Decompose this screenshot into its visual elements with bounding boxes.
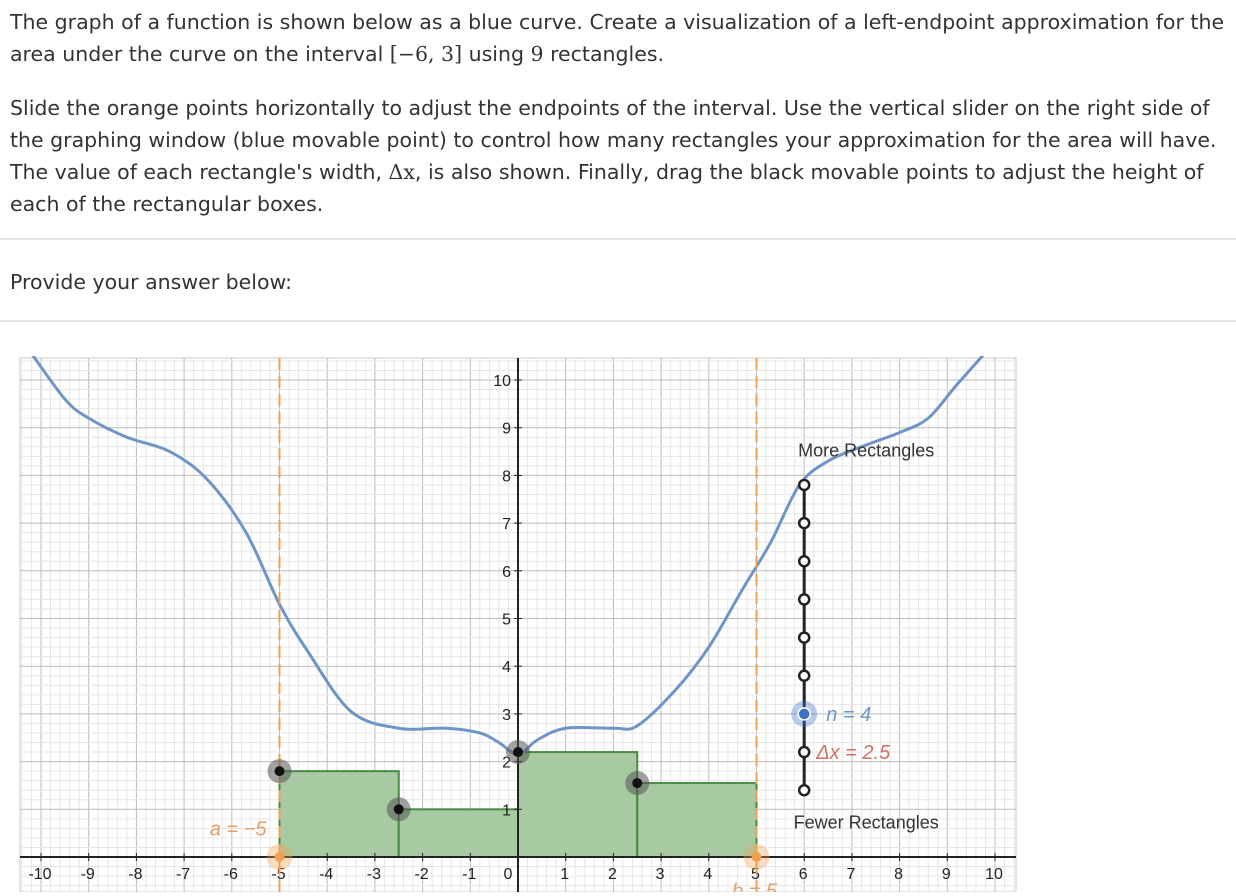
fewer-rectangles-label: Fewer Rectangles bbox=[794, 812, 939, 832]
rectangle-slider[interactable]: More Rectangles Fewer Rectangles n = 4 Δx =… bbox=[791, 440, 939, 832]
x-tick-label: 3 bbox=[656, 866, 665, 883]
b-label: b = 5 bbox=[732, 881, 778, 892]
approx-rectangle bbox=[636, 782, 758, 858]
y-tick-label: 10 bbox=[493, 373, 511, 390]
slider-stop[interactable] bbox=[797, 783, 811, 797]
question-text-part: rectangles. bbox=[543, 42, 665, 66]
x-tick-label: 6 bbox=[799, 866, 808, 883]
x-tick-label: 2 bbox=[608, 866, 617, 883]
x-tick-label: -4 bbox=[319, 866, 333, 883]
height-handles[interactable] bbox=[267, 740, 650, 822]
y-tick-label: 3 bbox=[502, 707, 511, 724]
dx-label: Δx = 2.5 bbox=[815, 742, 891, 764]
divider bbox=[0, 238, 1236, 240]
approx-rectangle bbox=[278, 770, 400, 859]
height-handle[interactable] bbox=[393, 804, 404, 815]
question-text: The graph of a function is shown below a… bbox=[10, 6, 1232, 220]
slider-stop[interactable] bbox=[797, 745, 811, 759]
question-text-part: using bbox=[462, 42, 531, 66]
x-tick-label: -7 bbox=[176, 866, 190, 883]
graph-widget[interactable]: -10 -9 -8 -7 -6 -5 -4 -3 -2 -1 0 1 2 3 4 5 6 7 8 9 10 1 2 3 4 5 6 7… bbox=[0, 340, 1236, 896]
x-tick-label: -6 bbox=[224, 866, 238, 883]
x-tick-label: -10 bbox=[28, 866, 51, 883]
x-tick-label: 1 bbox=[560, 866, 569, 883]
slider-stop[interactable] bbox=[797, 669, 811, 682]
dx-math: Δx bbox=[388, 160, 415, 184]
height-handle[interactable] bbox=[513, 747, 523, 758]
divider bbox=[0, 320, 1236, 322]
slider-stop[interactable] bbox=[797, 631, 811, 644]
x-tick-label: 8 bbox=[894, 866, 903, 883]
rectangle-count-math: 9 bbox=[530, 42, 544, 66]
x-tick-label: -9 bbox=[81, 866, 95, 883]
x-tick-label: 10 bbox=[985, 866, 1003, 883]
more-rectangles-label: More Rectangles bbox=[798, 440, 934, 460]
rectangles bbox=[278, 751, 758, 859]
x-tick-label: -8 bbox=[128, 866, 142, 883]
x-tick-label: 4 bbox=[703, 866, 712, 883]
x-tick-label: -2 bbox=[414, 866, 428, 883]
answer-label: Provide your answer below: bbox=[10, 270, 293, 294]
y-tick-label: 7 bbox=[502, 516, 511, 533]
slider-stop[interactable] bbox=[797, 516, 811, 530]
n-label: n = 4 bbox=[826, 704, 871, 726]
question-text-part: The graph of a function is shown below a… bbox=[10, 10, 1225, 66]
instruction-text-part: Slide the orange points horizontally to … bbox=[10, 96, 1217, 184]
height-handle[interactable] bbox=[274, 766, 285, 777]
approx-rectangle bbox=[397, 808, 519, 858]
x-tick-label: 7 bbox=[846, 866, 855, 883]
slider-stop[interactable] bbox=[797, 555, 811, 568]
slider-stop[interactable] bbox=[797, 478, 811, 492]
question-paragraph-1: The graph of a function is shown below a… bbox=[10, 6, 1232, 70]
x-tick-label: 9 bbox=[942, 866, 951, 883]
y-tick-label: 8 bbox=[502, 468, 511, 485]
axes: -10 -9 -8 -7 -6 -5 -4 -3 -2 -1 0 1 2 3 4 5 6 7 8 9 101234567… bbox=[20, 358, 1016, 892]
b-endpoint-handle[interactable] bbox=[751, 852, 762, 862]
x-tick-label: -1 bbox=[462, 866, 476, 883]
x-tick-label: -5 bbox=[271, 866, 285, 883]
y-tick-label: 6 bbox=[502, 564, 511, 581]
approx-rectangle bbox=[517, 751, 639, 858]
x-tick-label: -3 bbox=[367, 866, 381, 883]
interval-math: [−6, 3] bbox=[389, 42, 463, 66]
slider-point[interactable] bbox=[797, 707, 811, 721]
x-tick-label: 5 bbox=[751, 866, 760, 883]
a-endpoint-handle[interactable] bbox=[274, 852, 285, 862]
slider-stop[interactable] bbox=[797, 593, 811, 606]
a-label: a = −5 bbox=[210, 819, 268, 841]
y-tick-label: 2 bbox=[502, 755, 511, 772]
y-tick-label: 4 bbox=[502, 659, 511, 676]
question-paragraph-2: Slide the orange points horizontally to … bbox=[10, 92, 1232, 220]
graph-canvas[interactable]: -10 -9 -8 -7 -6 -5 -4 -3 -2 -1 0 1 2 3 4 5 6 7 8 9 101234567… bbox=[0, 340, 1236, 896]
y-tick-label: 1 bbox=[502, 802, 511, 819]
y-tick-label: 5 bbox=[502, 612, 511, 629]
instruction-text-part: , is also shown. Finally, drag the black… bbox=[10, 160, 1204, 216]
height-handle[interactable] bbox=[632, 778, 643, 789]
y-tick-label: 9 bbox=[502, 421, 511, 438]
x-tick-label: 0 bbox=[504, 866, 513, 883]
